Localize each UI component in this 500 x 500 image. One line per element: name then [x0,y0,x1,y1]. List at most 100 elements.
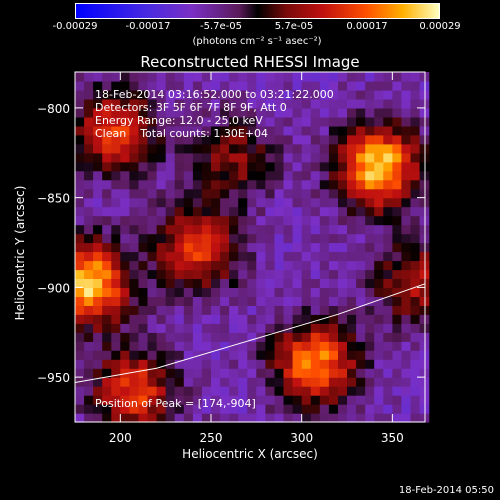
heatmap-cell [201,98,212,109]
heatmap-cell [156,404,167,414]
heatmap-cell [84,224,94,235]
heatmap-cell [156,377,167,387]
peak-position-label: Position of Peak = [174,-904] [95,397,256,410]
heatmap-cell [256,296,266,306]
heatmap-cell [129,134,140,145]
heatmap-cell [256,242,266,253]
heatmap-cell [319,278,330,288]
heatmap-cell [147,170,158,181]
heatmap-cell [247,242,257,253]
heatmap-cell [401,341,412,351]
heatmap-cell [256,134,266,145]
heatmap-cell [147,215,158,226]
heatmap-cell [201,278,212,288]
heatmap-cell [165,296,176,306]
heatmap-cell [247,116,257,127]
heatmap-cell [238,81,248,91]
heatmap-cell [392,116,403,127]
heatmap-cell [93,269,103,279]
heatmap-cell [129,314,140,324]
heatmap-cell [283,323,294,333]
heatmap-cell [183,224,194,235]
heatmap-cell [220,143,230,154]
heatmap-cell [410,278,421,288]
heatmap-cell [192,242,203,253]
heatmap-cell [211,188,221,199]
heatmap-cell [211,359,221,369]
heatmap-cell [410,81,421,91]
heatmap-cell [410,242,421,253]
heatmap-cell [374,413,384,423]
heatmap-cell [201,143,212,154]
heatmap-cell [310,125,321,136]
heatmap-cell [174,188,185,199]
heatmap-cell [93,143,103,154]
heatmap-cell [265,287,276,297]
heatmap-cell [410,350,421,360]
heatmap-cell [265,242,276,253]
heatmap-cell [84,143,94,154]
heatmap-cell [356,116,366,127]
heatmap-cell [120,134,130,145]
heatmap-cell [183,350,194,360]
heatmap-cell [120,278,130,288]
heatmap-cell [192,170,203,181]
heatmap-cell [319,215,330,226]
heatmap-cell [120,251,130,262]
heatmap-cell [220,314,230,324]
heatmap-cell [183,296,194,306]
heatmap-cell [274,395,285,405]
heatmap-cell [93,413,103,423]
heatmap-cell [401,323,412,333]
heatmap-cell [292,350,303,360]
heatmap-cell [383,197,393,208]
heatmap-cell [93,386,103,396]
heatmap-cell [102,395,112,405]
heatmap-cell [338,143,348,154]
heatmap-cell [111,170,121,181]
heatmap-cell [229,197,239,208]
heatmap-cell [383,98,393,109]
heatmap-cell [419,206,430,217]
heatmap-cell [138,125,149,136]
heatmap-cell [319,242,330,253]
heatmap-cell [75,395,85,405]
heatmap-cell [328,404,339,414]
heatmap-cell [220,233,230,244]
heatmap-cell [328,161,339,172]
heatmap-cell [310,233,321,244]
heatmap-cell [165,233,176,244]
heatmap-cell [220,116,230,127]
heatmap-cell [201,179,212,190]
heatmap-cell [93,98,103,109]
heatmap-cell [183,170,194,181]
heatmap-cell [392,260,403,271]
heatmap-cell [93,287,103,297]
heatmap-cell [392,314,403,324]
heatmap-cell [347,305,357,315]
heatmap-cell [201,296,212,306]
heatmap-cell [238,89,248,100]
heatmap-cell [392,224,403,235]
heatmap-cell [283,81,294,91]
heatmap-cell [111,206,121,217]
heatmap-cell [174,81,185,91]
heatmap-cell [319,233,330,244]
heatmap-cell [84,72,94,82]
heatmap-cell [283,413,294,423]
heatmap-cell [138,197,149,208]
heatmap-cell [410,98,421,109]
heatmap-cell [220,188,230,199]
heatmap-cell [102,197,112,208]
heatmap-cell [156,395,167,405]
heatmap-cell [419,314,430,324]
heatmap-cell [201,170,212,181]
heatmap-cell [401,314,412,324]
heatmap-cell [156,242,167,253]
heatmap-cell [102,332,112,342]
heatmap-cell [338,197,348,208]
heatmap-cell [319,305,330,315]
heatmap-cell [111,98,121,109]
heatmap-cell [156,350,167,360]
heatmap-cell [102,215,112,226]
